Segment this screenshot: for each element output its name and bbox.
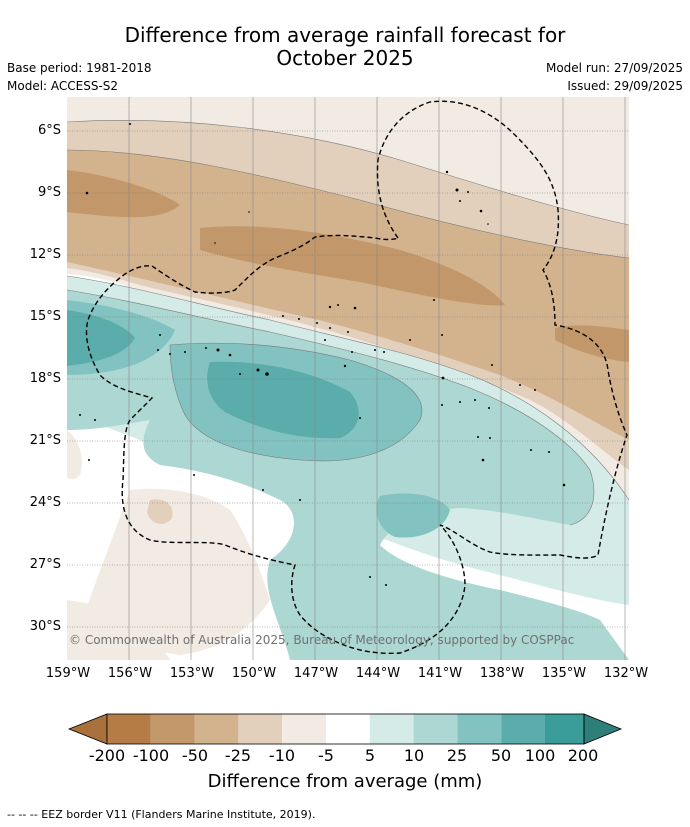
lat-label: 15°S <box>29 309 61 324</box>
colorbar-label: 200 <box>567 746 599 765</box>
colorbar-swatch <box>107 714 151 744</box>
colorbar-label: -10 <box>268 746 296 765</box>
lon-label: 147°W <box>293 666 339 681</box>
colorbar-swatch <box>369 714 414 744</box>
colorbar-label: -5 <box>318 746 334 765</box>
meta-right: Model run: 27/09/2025 Issued: 29/09/2025 <box>546 59 683 95</box>
model-name: Model: ACCESS-S2 <box>7 79 119 93</box>
lon-label: 132°W <box>603 666 649 681</box>
colorbar-label: -100 <box>132 746 170 765</box>
colorbar-label: 100 <box>524 746 556 765</box>
colorbar-max-arrow <box>583 713 623 745</box>
colorbar-title: Difference from average (mm) <box>207 771 483 792</box>
lat-label: 30°S <box>29 619 61 634</box>
copyright-notice: © Commonwealth of Australia 2025, Bureau… <box>69 633 575 647</box>
lat-label: 24°S <box>29 495 61 510</box>
colorbar-swatch <box>545 714 584 744</box>
colorbar-min-arrow <box>67 713 108 745</box>
lat-label: 18°S <box>29 371 61 386</box>
lat-label: 12°S <box>29 247 61 262</box>
colorbar-swatch <box>326 714 370 744</box>
colorbar-label: 5 <box>364 746 376 765</box>
colorbar-swatch <box>413 714 458 744</box>
base-period: Base period: 1981-2018 <box>7 61 152 75</box>
colorbar-label: -200 <box>88 746 126 765</box>
colorbar-swatch <box>194 714 239 744</box>
lon-label: 141°W <box>417 666 463 681</box>
colorbar-label: 10 <box>403 746 425 765</box>
lat-label: 6°S <box>37 123 61 138</box>
lat-label: 21°S <box>29 433 61 448</box>
lat-label: 27°S <box>29 557 61 572</box>
colorbar-swatch <box>457 714 502 744</box>
colorbar-swatch <box>282 714 326 744</box>
longitude-gridlines <box>128 97 626 660</box>
title-line-1: Difference from average rainfall forecas… <box>124 23 566 47</box>
eez-legend-note: -- -- -- EEZ border V11 (Flanders Marine… <box>7 808 316 821</box>
lon-label: 138°W <box>479 666 525 681</box>
colorbar-swatch <box>238 714 283 744</box>
latitude-gridlines <box>67 130 629 628</box>
colorbar-swatch <box>501 714 545 744</box>
lon-label: 135°W <box>541 666 587 681</box>
title-line-2: October 2025 <box>276 46 414 70</box>
lon-label: 159°W <box>45 666 91 681</box>
colorbar-label: -25 <box>224 746 252 765</box>
model-run: Model run: 27/09/2025 <box>545 61 683 75</box>
eez-border <box>85 100 628 655</box>
lon-label: 144°W <box>355 666 401 681</box>
map-title: Difference from average rainfall forecas… <box>0 24 690 70</box>
issued-date: Issued: 29/09/2025 <box>567 79 683 93</box>
lat-label: 9°S <box>37 185 61 200</box>
colorbar-label: -50 <box>181 746 209 765</box>
island-markers <box>79 123 566 586</box>
colorbar-label: 50 <box>490 746 512 765</box>
meta-left: Base period: 1981-2018 Model: ACCESS-S2 <box>7 59 152 95</box>
colorbar-label: 25 <box>446 746 468 765</box>
rainfall-anomaly-field <box>67 97 629 660</box>
colorbar-swatch <box>150 714 195 744</box>
colorbar <box>67 713 623 745</box>
lon-label: 153°W <box>169 666 215 681</box>
lon-label: 156°W <box>107 666 153 681</box>
lon-label: 150°W <box>231 666 277 681</box>
